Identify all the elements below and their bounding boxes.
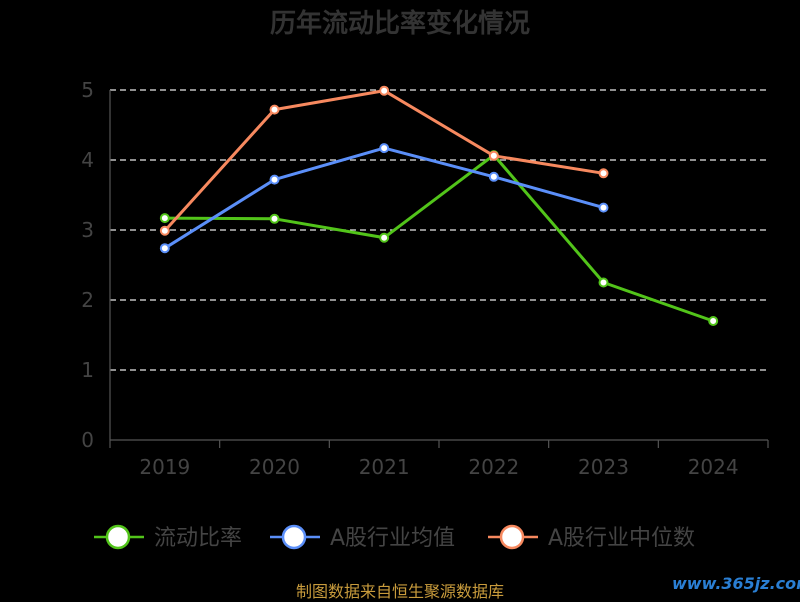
legend-item-2[interactable]: A股行业中位数 <box>488 524 695 551</box>
legend-swatch-marker <box>105 524 131 550</box>
data-point-0-0[interactable] <box>159 213 170 224</box>
axes <box>109 90 769 448</box>
tick-labels: 0 1 2 3 4 5 2019 2020 2021 2022 2023 2024 <box>81 78 738 479</box>
y-tick-label: 4 <box>81 148 94 172</box>
gridlines <box>110 89 768 371</box>
x-tick-label: 2020 <box>249 455 300 479</box>
series-lines <box>159 85 719 326</box>
legend-item-0[interactable]: 流动比率 <box>94 524 242 551</box>
legend-swatch-marker <box>281 524 307 550</box>
x-tick-label: 2024 <box>688 455 739 479</box>
x-tick-label: 2023 <box>578 455 629 479</box>
data-point-2-4[interactable] <box>598 168 609 179</box>
data-point-0-1[interactable] <box>269 213 280 224</box>
data-point-1-4[interactable] <box>598 202 609 213</box>
x-tick-label: 2021 <box>359 455 410 479</box>
watermark: www.365jz.com <box>672 574 800 593</box>
data-point-0-5[interactable] <box>708 316 719 326</box>
series-line-0 <box>164 153 714 323</box>
data-point-1-3[interactable] <box>488 171 499 182</box>
legend-label: 流动比率 <box>154 526 242 551</box>
x-tick-label: 2022 <box>468 455 519 479</box>
data-point-1-0[interactable] <box>159 243 170 254</box>
chart-title: 历年流动比率变化情况 <box>270 8 530 39</box>
y-tick-label: 5 <box>81 78 94 102</box>
y-tick-label: 3 <box>81 218 94 242</box>
data-point-1-2[interactable] <box>379 143 390 154</box>
data-point-2-2[interactable] <box>379 85 390 96</box>
y-tick-label: 0 <box>81 428 94 452</box>
legend-label: A股行业均值 <box>330 526 455 551</box>
data-point-2-3[interactable] <box>488 150 499 161</box>
y-tick-label: 2 <box>81 288 94 312</box>
data-point-2-0[interactable] <box>159 225 170 236</box>
legend[interactable]: 流动比率 A股行业均值 A股行业中位数 <box>94 524 695 551</box>
legend-swatch-marker <box>499 524 525 550</box>
x-tick-label: 2019 <box>139 455 190 479</box>
legend-label: A股行业中位数 <box>548 526 695 551</box>
source-note: 制图数据来自恒生聚源数据库 <box>295 582 504 601</box>
data-point-0-4[interactable] <box>598 277 609 288</box>
series-line-2 <box>163 89 604 232</box>
data-point-2-1[interactable] <box>269 104 280 115</box>
data-point-0-2[interactable] <box>379 232 390 243</box>
y-tick-label: 1 <box>81 358 94 382</box>
data-point-1-1[interactable] <box>269 174 280 185</box>
legend-item-1[interactable]: A股行业均值 <box>270 524 455 551</box>
